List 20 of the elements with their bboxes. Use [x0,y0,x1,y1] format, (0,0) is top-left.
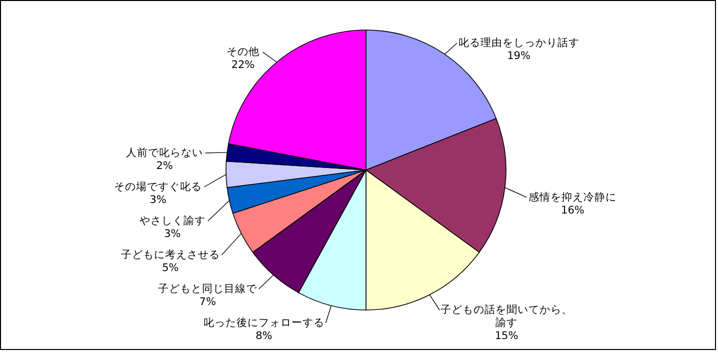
data-label: 8% [256,330,272,342]
slice-label: その他 [226,46,260,58]
slice-label: 感情を抑え冷静に [528,190,617,204]
data-label: 3% [164,228,181,240]
data-label: 22% [231,59,255,72]
data-label: 16% [561,204,584,216]
slice-label: 人前で叱らない [126,146,204,159]
slice-label: 叱った後にフォローする [203,316,324,329]
slice-label: 子どもと同じ目線で [158,283,258,295]
slice-label: やさしく諭す [139,214,206,227]
data-label: 3% [150,194,166,206]
slice-label: 子どもの話を聞いてから、諭す [440,303,573,329]
slice-label: 叱る理由をしっかり話す [458,36,580,50]
data-label: 19% [507,50,530,62]
slice-label: その場ですぐ叱る [114,180,202,193]
data-label: 15% [494,330,518,342]
data-label: 5% [162,262,179,274]
slice-label: 子どもに考えさせる [120,248,220,261]
data-label: 2% [156,160,173,172]
data-label: 7% [199,296,216,308]
